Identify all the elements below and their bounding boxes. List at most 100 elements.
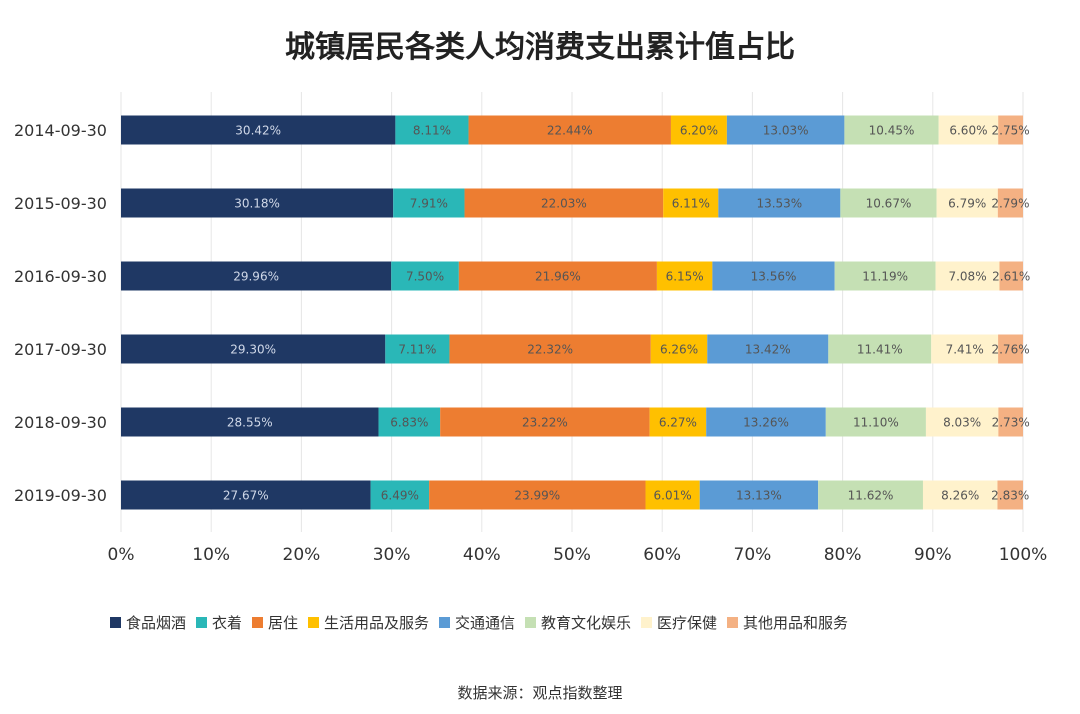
legend-swatch <box>308 617 319 628</box>
bar-segment <box>922 480 998 510</box>
bar-segment <box>121 261 392 291</box>
bar-segment <box>997 188 1023 218</box>
data-label: 21.96% <box>535 270 581 284</box>
tick-label: 70% <box>734 545 772 565</box>
bar-segment <box>650 334 708 364</box>
legend-swatch <box>727 617 738 628</box>
bar-segment <box>391 261 459 291</box>
data-label: 27.67% <box>223 489 269 503</box>
data-label: 2.83% <box>991 489 1029 503</box>
bar-segment <box>718 188 841 218</box>
data-label: 11.41% <box>857 343 903 357</box>
tick-label: 40% <box>463 545 501 565</box>
data-label: 10.67% <box>866 197 912 211</box>
axis-edge <box>107 92 119 532</box>
bar-segment <box>656 261 713 291</box>
data-label: 8.11% <box>413 124 451 138</box>
bar-segment <box>121 188 394 218</box>
bar-segment <box>121 115 396 145</box>
data-label: 7.50% <box>406 270 444 284</box>
data-label: 6.49% <box>381 489 419 503</box>
bar-segment <box>429 480 646 510</box>
category-label: 2017-09-30 <box>14 340 107 359</box>
data-label: 29.96% <box>233 270 279 284</box>
data-label: 13.53% <box>756 197 802 211</box>
bar-segment <box>712 261 835 291</box>
legend-label: 衣着 <box>212 614 242 632</box>
category-label: 2018-09-30 <box>14 413 107 432</box>
bar-segment <box>121 334 386 364</box>
bar-segment <box>121 407 379 437</box>
data-label: 10.45% <box>869 124 915 138</box>
data-label: 23.22% <box>522 416 568 430</box>
source-note: 数据来源：观点指数整理 <box>457 684 623 702</box>
data-label: 8.03% <box>943 416 981 430</box>
data-label: 2.79% <box>991 197 1029 211</box>
bar-area: 30.42% 8.11% 22.44% 6.20% 13.03% 10.45% 6.60% 2… <box>121 115 1030 510</box>
bar-segment <box>828 334 932 364</box>
tick-label: 80% <box>824 545 862 565</box>
category-label: 2015-09-30 <box>14 194 107 213</box>
tick-label: 100% <box>999 545 1048 565</box>
y-axis-labels: 2014-09-30 2015-09-30 2016-09-30 2017-09-30… <box>14 92 119 532</box>
legend-label: 居住 <box>268 614 298 632</box>
bar-segment <box>645 480 700 510</box>
bar-segment <box>844 115 939 145</box>
data-label: 6.15% <box>666 270 704 284</box>
data-label: 29.30% <box>230 343 276 357</box>
bar-segment <box>649 407 707 437</box>
category-label: 2014-09-30 <box>14 121 107 140</box>
legend-label: 生活用品及服务 <box>324 614 429 632</box>
data-label: 11.62% <box>848 489 894 503</box>
legend-swatch <box>110 617 121 628</box>
data-label: 30.18% <box>234 197 280 211</box>
data-label: 6.11% <box>672 197 710 211</box>
bar-segment <box>370 480 430 510</box>
bar-segment <box>825 407 926 437</box>
tick-label: 20% <box>283 545 321 565</box>
bar-segment <box>706 407 826 437</box>
tick-label: 30% <box>373 545 411 565</box>
data-label: 2.76% <box>991 343 1029 357</box>
bar-segment <box>699 480 819 510</box>
bar-segment <box>121 480 371 510</box>
data-label: 30.42% <box>235 124 281 138</box>
bar-segment <box>840 188 937 218</box>
bar-segment <box>670 115 727 145</box>
data-label: 22.32% <box>527 343 573 357</box>
bar-segment <box>938 115 999 145</box>
bar-segment <box>998 334 1023 364</box>
tick-label: 0% <box>108 545 135 565</box>
x-axis-labels: 0% 10% 20% 30% 40% 50% 60% 70% 80% 90% 100% <box>108 545 1048 565</box>
data-label: 2.75% <box>992 124 1030 138</box>
bar-segment <box>925 407 999 437</box>
data-label: 28.55% <box>227 416 273 430</box>
bar-segment <box>999 261 1023 291</box>
legend-label: 食品烟酒 <box>126 614 186 632</box>
data-label: 11.10% <box>853 416 899 430</box>
tick-label: 10% <box>192 545 230 565</box>
legend-swatch <box>196 617 207 628</box>
bar-segment <box>936 188 998 218</box>
data-label: 7.41% <box>946 343 984 357</box>
data-label: 11.19% <box>862 270 908 284</box>
data-label: 13.42% <box>745 343 791 357</box>
data-label: 2.73% <box>992 416 1030 430</box>
data-label: 7.91% <box>410 197 448 211</box>
gridlines <box>120 92 1024 532</box>
data-label: 2.61% <box>992 270 1030 284</box>
data-label: 6.20% <box>680 124 718 138</box>
data-label: 13.26% <box>743 416 789 430</box>
data-label: 6.60% <box>949 124 987 138</box>
data-label: 13.56% <box>751 270 797 284</box>
bar-segment <box>998 115 1023 145</box>
data-label: 6.01% <box>654 489 692 503</box>
bar-segment <box>378 407 441 437</box>
data-label: 7.08% <box>948 270 986 284</box>
bar-segment <box>726 115 845 145</box>
tick-label: 90% <box>914 545 952 565</box>
data-label: 6.26% <box>660 343 698 357</box>
data-label: 6.27% <box>659 416 697 430</box>
legend: 食品烟酒 衣着 居住 生活用品及服务 交通通信 教育文化娱乐 医疗保健 其他用品和服务 <box>110 614 848 632</box>
